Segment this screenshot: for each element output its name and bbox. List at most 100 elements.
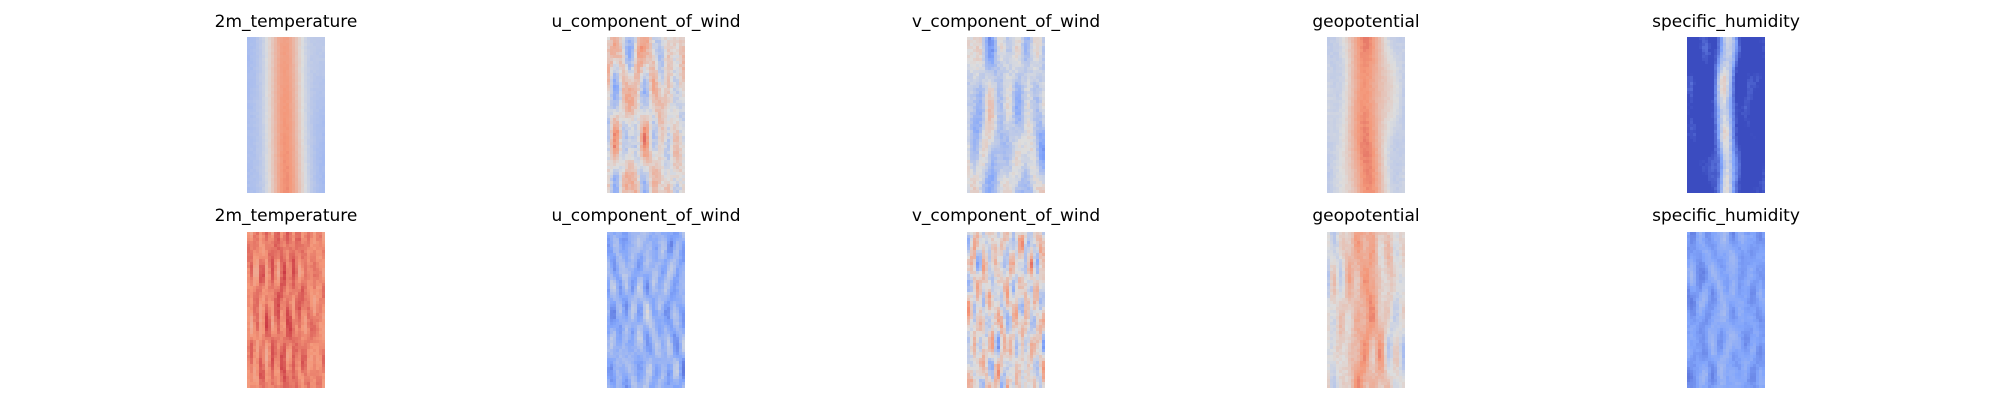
heatmap-cell [298,157,302,161]
heatmap-cell [646,64,650,68]
heatmap-cell [1339,43,1343,47]
heatmap-cell [640,55,644,59]
heatmap-cell [253,157,257,161]
heatmap-cell [283,178,287,182]
heatmap-cell [1357,118,1361,122]
heatmap-cell [655,64,659,68]
heatmap-cell [994,148,998,152]
heatmap-cell [307,160,311,164]
heatmap-cell [982,151,986,155]
heatmap-cell [679,145,683,149]
heatmap-cell [1342,94,1346,98]
heatmap-cell [307,172,311,176]
heatmap-cell [649,121,653,125]
heatmap-cell [607,118,611,122]
heatmap-cell [295,169,299,173]
heatmap-cell [1396,127,1400,131]
heatmap-cell [1039,91,1043,95]
heatmap-cell [676,46,680,50]
heatmap-cell [1024,82,1028,86]
heatmap-cell [1006,67,1010,71]
heatmap-cell [1366,82,1370,86]
heatmap-cell [1348,43,1352,47]
heatmap-cell [1375,64,1379,68]
heatmap-cell [649,97,653,101]
heatmap-cell [1039,178,1043,182]
heatmap-cell [1387,100,1391,104]
heatmap-cell [271,136,275,140]
heatmap-cell [1360,136,1364,140]
heatmap-cell [1399,88,1403,92]
heatmap-cell [322,136,325,140]
heatmap-cell [1030,181,1034,185]
heatmap-cell [319,160,323,164]
heatmap-cell [283,46,287,50]
heatmap-cell [265,85,269,89]
heatmap-cell [319,76,323,80]
heatmap-cell [280,145,284,149]
heatmap-cell [979,151,983,155]
heatmap-cell [316,40,320,44]
heatmap-cell [304,121,308,125]
heatmap-cell [619,187,623,191]
heatmap-cell [622,145,626,149]
heatmap-cell [643,187,647,191]
heatmap-cell [979,52,983,56]
heatmap-cell [1357,43,1361,47]
heatmap-cell [646,76,650,80]
heatmap-cell [1375,76,1379,80]
heatmap-cell [664,178,668,182]
heatmap-cell [268,46,272,50]
heatmap-cell [1342,124,1346,128]
heatmap-cell [985,100,989,104]
heatmap-cell [283,64,287,68]
heatmap-cell [253,112,257,116]
heatmap-cell [682,154,685,158]
heatmap-cell [1021,115,1025,119]
heatmap-cell [1360,112,1364,116]
heatmap-cell [682,121,685,125]
heatmap-cell [1390,70,1394,74]
heatmap-cell [1339,133,1343,137]
heatmap-cell [1003,184,1007,188]
heatmap-cell [1345,109,1349,113]
heatmap-cell [298,70,302,74]
heatmap-cell [616,136,620,140]
heatmap-cell [664,61,668,65]
heatmap-cell [253,52,257,56]
heatmap-cell [1030,145,1034,149]
heatmap-cell [1381,139,1385,143]
heatmap-cell [628,115,632,119]
heatmap-cell [994,115,998,119]
heatmap-cell [631,121,635,125]
heatmap-cell [262,76,266,80]
heatmap-cell [277,70,281,74]
heatmap-cell [979,157,983,161]
heatmap-cell [1369,139,1373,143]
heatmap-cell [655,46,659,50]
heatmap-cell [280,76,284,80]
heatmap-cell [643,115,647,119]
heatmap-cell [1336,130,1340,134]
heatmap-cell [1399,136,1403,140]
heatmap-cell [1027,154,1031,158]
heatmap-cell [274,73,278,77]
heatmap-cell [1042,145,1045,149]
heatmap-cell [622,157,626,161]
heatmap-cell [982,100,986,104]
heatmap-cell [991,157,995,161]
heatmap-cell [1030,97,1034,101]
heatmap-cell [1357,112,1361,116]
heatmap-cell [1009,70,1013,74]
heatmap-cell [652,97,656,101]
heatmap-cell [637,151,641,155]
heatmap-cell [283,94,287,98]
heatmap-cell [622,142,626,146]
heatmap-cell [256,112,260,116]
heatmap-cell [970,187,974,191]
heatmap-cell [622,187,626,191]
heatmap-cell [661,166,665,170]
heatmap-cell [289,148,293,152]
heatmap-cell [1396,40,1400,44]
heatmap-cell [670,79,674,83]
